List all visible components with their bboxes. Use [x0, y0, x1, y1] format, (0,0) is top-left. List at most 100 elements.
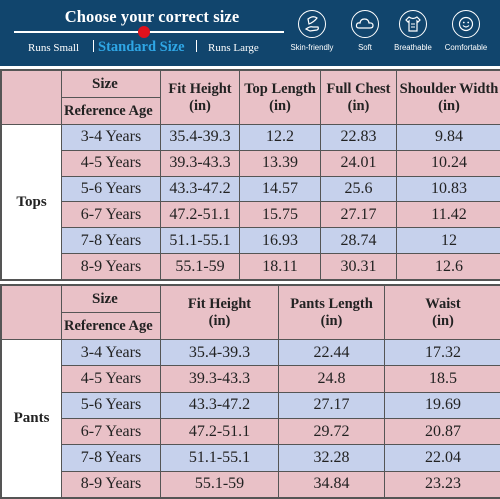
age-cell: 8-9 Years	[61, 470, 161, 499]
value-cell: 34.84	[278, 470, 385, 499]
value-cell: 27.17	[320, 201, 397, 229]
size-label: Size	[61, 285, 161, 313]
column-title: Shoulder Width	[399, 80, 499, 97]
value-cell: 22.44	[278, 338, 385, 367]
value-cell: 51.1-55.1	[160, 444, 279, 472]
column-header: Fit Height (in)	[160, 285, 279, 340]
age-cell: 7-8 Years	[61, 227, 161, 255]
value-cell: 10.24	[396, 149, 500, 177]
age-cell: 6-7 Years	[61, 417, 161, 446]
feature-breathable: Breathable	[383, 10, 443, 52]
table-row: 7-8 Years 51.1-55.1 16.93 28.74 12	[1, 227, 500, 255]
cloud-icon	[351, 10, 379, 38]
smile-icon	[452, 10, 480, 38]
table-row: Pants 3-4 Years 35.4-39.3 22.44 17.32	[1, 338, 500, 498]
value-cell: 19.69	[384, 391, 500, 419]
column-title: Waist	[425, 295, 461, 312]
column-title: Pants Length	[290, 295, 373, 312]
table-row: 5-6 Years 43.3-47.2 27.17 19.69	[1, 391, 500, 419]
column-title: Full Chest	[326, 80, 391, 97]
shirt-icon	[399, 10, 427, 38]
feather-hand-icon	[298, 10, 326, 38]
value-cell: 18.11	[239, 253, 321, 280]
value-cell: 12.2	[239, 124, 321, 151]
pants-size-table: Size Fit Height (in) Pants Length (in) W…	[0, 284, 500, 499]
table-row: 8-9 Years 55.1-59 34.84 23.23	[1, 470, 500, 499]
column-header: Full Chest (in)	[320, 70, 397, 125]
value-cell: 12	[396, 227, 500, 255]
feature-label: Breathable	[394, 43, 432, 52]
value-cell: 35.4-39.3	[160, 124, 240, 151]
value-cell: 32.28	[278, 444, 385, 472]
column-header: Waist (in)	[384, 285, 500, 340]
age-cell: 3-4 Years	[61, 124, 161, 151]
table-corner	[1, 285, 62, 340]
column-unit: (in)	[438, 97, 460, 114]
table-row: 6-7 Years 47.2-51.1 15.75 27.17 11.42	[1, 201, 500, 229]
value-cell: 23.23	[384, 470, 500, 499]
value-cell: 35.4-39.3	[160, 338, 279, 367]
column-title: Fit Height	[187, 295, 252, 312]
column-unit: (in)	[269, 97, 291, 114]
value-cell: 11.42	[396, 201, 500, 229]
age-cell: 3-4 Years	[61, 338, 161, 367]
value-cell: 51.1-55.1	[160, 227, 240, 255]
table-row: 8-9 Years 55.1-59 18.11 30.31 12.6	[1, 253, 500, 280]
age-cell: 8-9 Years	[61, 253, 161, 280]
reference-age-label: Reference Age	[61, 312, 161, 340]
age-cell: 4-5 Years	[61, 365, 161, 393]
reference-age-label: Reference Age	[61, 97, 161, 125]
value-cell: 29.72	[278, 417, 385, 446]
value-cell: 55.1-59	[160, 253, 240, 280]
column-unit: (in)	[320, 312, 343, 329]
value-cell: 16.93	[239, 227, 321, 255]
column-header: Fit Height (in)	[160, 70, 240, 125]
size-scale-marker	[138, 26, 150, 38]
feature-label: Skin-friendly	[290, 43, 334, 52]
age-cell: 5-6 Years	[61, 391, 161, 419]
table-row: 6-7 Years 47.2-51.1 29.72 20.87	[1, 417, 500, 446]
column-header: Pants Length (in)	[278, 285, 385, 340]
age-cell: 4-5 Years	[61, 149, 161, 177]
value-cell: 30.31	[320, 253, 397, 280]
runs-small-label: Runs Small	[28, 42, 80, 54]
feature-skin-friendly: Skin-friendly	[282, 10, 342, 52]
column-title: Fit Height	[168, 80, 232, 97]
column-unit: (in)	[189, 97, 211, 114]
value-cell: 18.5	[384, 365, 500, 393]
age-cell: 5-6 Years	[61, 175, 161, 203]
column-unit: (in)	[432, 312, 454, 329]
runs-large-label: Runs Large	[208, 42, 259, 54]
value-cell: 47.2-51.1	[160, 201, 240, 229]
value-cell: 9.84	[396, 124, 500, 151]
value-cell: 27.17	[278, 391, 385, 419]
value-cell: 28.74	[320, 227, 397, 255]
table-row: Tops 3-4 Years 35.4-39.3 12.2 22.83 9.84	[1, 124, 500, 280]
feature-label: Soft	[358, 43, 372, 52]
value-cell: 55.1-59	[160, 470, 279, 499]
column-unit: (in)	[347, 97, 370, 114]
feature-comfortable: Comfortable	[436, 10, 496, 52]
value-cell: 24.01	[320, 149, 397, 177]
value-cell: 15.75	[239, 201, 321, 229]
table-row: 5-6 Years 43.3-47.2 14.57 25.6 10.83	[1, 175, 500, 203]
value-cell: 43.3-47.2	[160, 391, 279, 419]
value-cell: 10.83	[396, 175, 500, 203]
value-cell: 47.2-51.1	[160, 417, 279, 446]
value-cell: 17.32	[384, 338, 500, 367]
value-cell: 22.04	[384, 444, 500, 472]
value-cell: 13.39	[239, 149, 321, 177]
value-cell: 24.8	[278, 365, 385, 393]
table-row: 4-5 Years 39.3-43.3 24.8 18.5	[1, 365, 500, 393]
category-label: Tops	[1, 124, 62, 280]
size-guide-title: Choose your correct size	[64, 7, 240, 26]
feature-soft: Soft	[335, 10, 395, 52]
size-guide-header: Choose your correct size Runs Small Stan…	[0, 0, 500, 66]
value-cell: 14.57	[239, 175, 321, 203]
age-cell: 7-8 Years	[61, 444, 161, 472]
column-header: Top Length (in)	[239, 70, 321, 125]
table-corner	[1, 70, 62, 125]
value-cell: 12.6	[396, 253, 500, 280]
column-title: Top Length	[244, 80, 316, 97]
size-label: Size	[61, 70, 161, 98]
